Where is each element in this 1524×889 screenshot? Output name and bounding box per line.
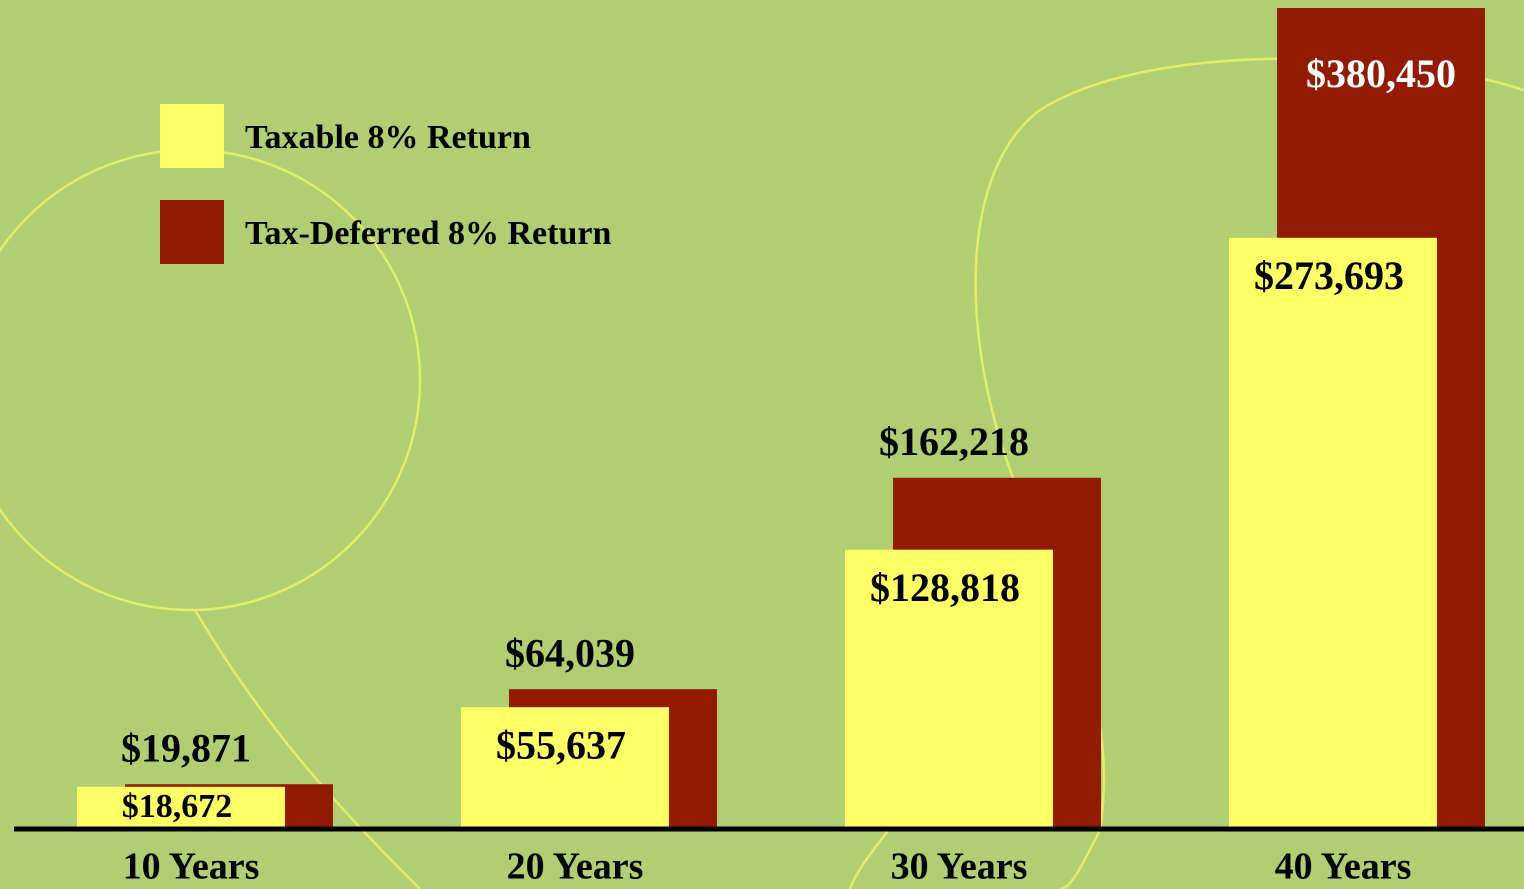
x-tick-label: 30 Years bbox=[891, 846, 1028, 888]
value-label: $380,450 bbox=[1306, 51, 1456, 96]
legend-label: Tax-Deferred 8% Return bbox=[245, 215, 611, 252]
bar bbox=[1229, 237, 1437, 828]
x-tick-label: 40 Years bbox=[1275, 846, 1412, 888]
legend-swatch bbox=[160, 104, 224, 168]
value-label: $18,672 bbox=[122, 788, 233, 825]
legend-swatch bbox=[160, 200, 224, 264]
bar bbox=[77, 786, 285, 827]
deco-curve bbox=[974, 57, 1524, 889]
bars: $19,871 $64,039 $162,218 $380,450 $18,672 $55… bbox=[77, 8, 1485, 828]
legend: Taxable 8% Return Tax-Deferred 8% Return bbox=[160, 104, 611, 264]
deco-curve bbox=[193, 609, 421, 889]
value-label: $128,818 bbox=[870, 565, 1020, 610]
value-label: $162,218 bbox=[879, 419, 1029, 464]
x-tick-label: 20 Years bbox=[507, 846, 644, 888]
x-tick-label: 10 Years bbox=[123, 846, 260, 888]
value-label: $273,693 bbox=[1254, 253, 1404, 298]
bar bbox=[461, 707, 669, 827]
value-label: $55,637 bbox=[496, 722, 626, 767]
bar bbox=[845, 549, 1053, 827]
value-label: $64,039 bbox=[505, 630, 635, 675]
legend-label: Taxable 8% Return bbox=[245, 119, 531, 156]
value-label: $19,871 bbox=[121, 725, 251, 770]
